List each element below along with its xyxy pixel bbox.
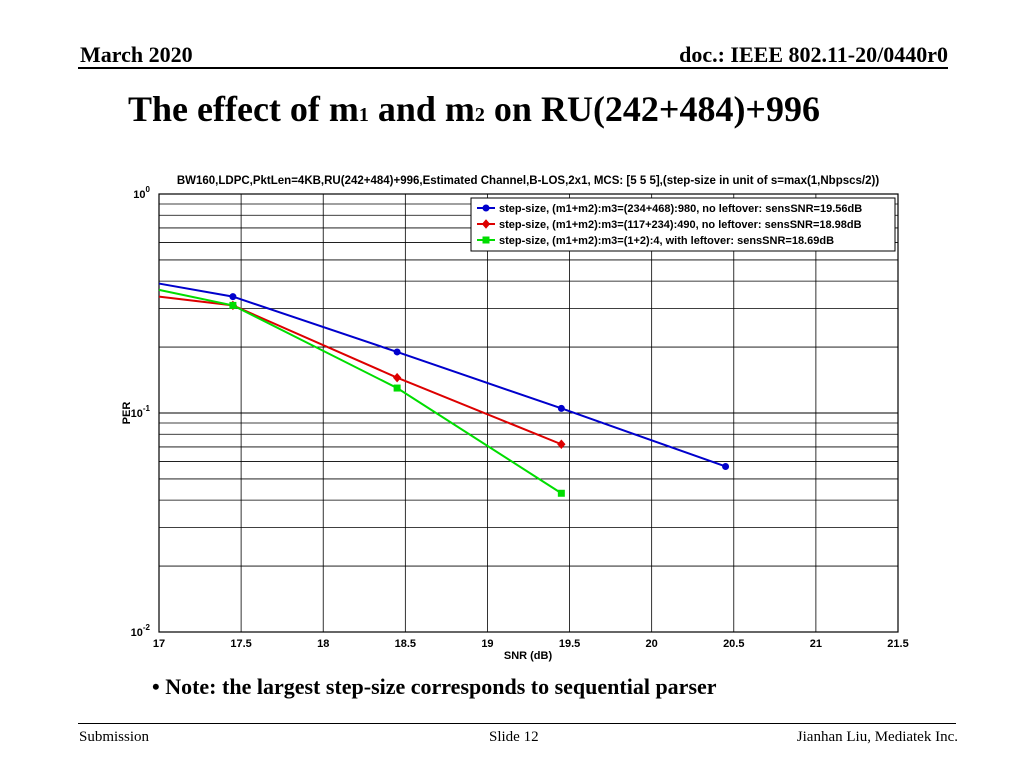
footer-slide-number: Slide 12 — [489, 729, 539, 745]
x-tick-label: 17.5 — [230, 638, 251, 650]
note-text: • Note: the largest step-size correspond… — [152, 674, 717, 699]
data-point-diamond — [557, 439, 566, 450]
x-tick-label: 19 — [481, 638, 493, 650]
x-tick-label: 20 — [646, 638, 658, 650]
y-tick-label: 10-2 — [131, 623, 151, 639]
y-axis-ticks: 10-2 10-1 100 — [131, 185, 151, 639]
chart-title: BW160,LDPC,PktLen=4KB,RU(242+484)+996,Es… — [177, 175, 880, 187]
chart-legend: step-size, (m1+m2):m3=(234+468):980, no … — [470, 197, 896, 252]
slide-title-part2: and m — [368, 89, 475, 129]
footer-author: Jianhan Liu, Mediatek Inc. — [796, 729, 958, 745]
data-point-square — [557, 489, 565, 497]
y-axis-label: PER — [121, 402, 133, 425]
header-doc-id: doc.: IEEE 802.11-20/0440r0 — [679, 42, 948, 67]
slide-title-sub1: 1 — [358, 104, 369, 126]
x-tick-label: 20.5 — [723, 638, 744, 650]
series-line — [158, 288, 562, 495]
x-tick-label: 19.5 — [559, 638, 580, 650]
x-tick-label: 21 — [810, 638, 822, 650]
plot-area-frame — [158, 193, 899, 633]
x-axis-ticks: 17 17.5 18 18.5 19 19.5 20 20.5 21 21.5 — [153, 638, 909, 650]
legend-entry-label: step-size, (m1+m2):m3=(1+2):4, with left… — [499, 235, 834, 247]
x-axis-label: SNR (dB) — [504, 650, 553, 662]
data-point-diamond — [392, 372, 402, 383]
footer-submission: Submission — [79, 729, 150, 745]
data-point-circle — [557, 404, 565, 412]
data-point-square — [229, 301, 237, 309]
chart-grid — [158, 194, 899, 633]
data-point-square — [482, 236, 490, 244]
slide-title-part1: The effect of m — [128, 89, 359, 129]
series-line — [158, 295, 562, 446]
header-divider — [78, 67, 948, 69]
legend-box — [470, 197, 896, 252]
data-point-circle — [229, 293, 237, 301]
legend-entry-label: step-size, (m1+m2):m3=(234+468):980, no … — [499, 203, 862, 215]
x-tick-label: 21.5 — [887, 638, 908, 650]
legend-entry-label: step-size, (m1+m2):m3=(117+234):490, no … — [499, 219, 862, 231]
x-tick-label: 17 — [153, 638, 165, 650]
header-date: March 2020 — [80, 42, 193, 67]
data-point-diamond — [481, 219, 491, 229]
x-tick-label: 18.5 — [395, 638, 416, 650]
y-tick-label: 100 — [133, 185, 150, 201]
series-1 — [158, 282, 730, 470]
chart-series — [158, 282, 730, 497]
data-point-square — [393, 384, 401, 392]
data-point-circle — [722, 462, 730, 470]
y-tick-label: 10-1 — [131, 404, 151, 420]
series-2 — [158, 295, 566, 450]
slide-title: The effect of m1 and m2 on RU(242+484)+9… — [128, 88, 820, 130]
slide-title-sub2: 2 — [474, 104, 485, 126]
slide-title-part3: on RU(242+484)+996 — [484, 89, 820, 129]
series-3 — [158, 288, 565, 497]
data-point-circle — [393, 348, 401, 356]
data-point-circle — [482, 204, 490, 212]
x-tick-label: 18 — [317, 638, 329, 650]
footer-divider — [78, 723, 956, 724]
